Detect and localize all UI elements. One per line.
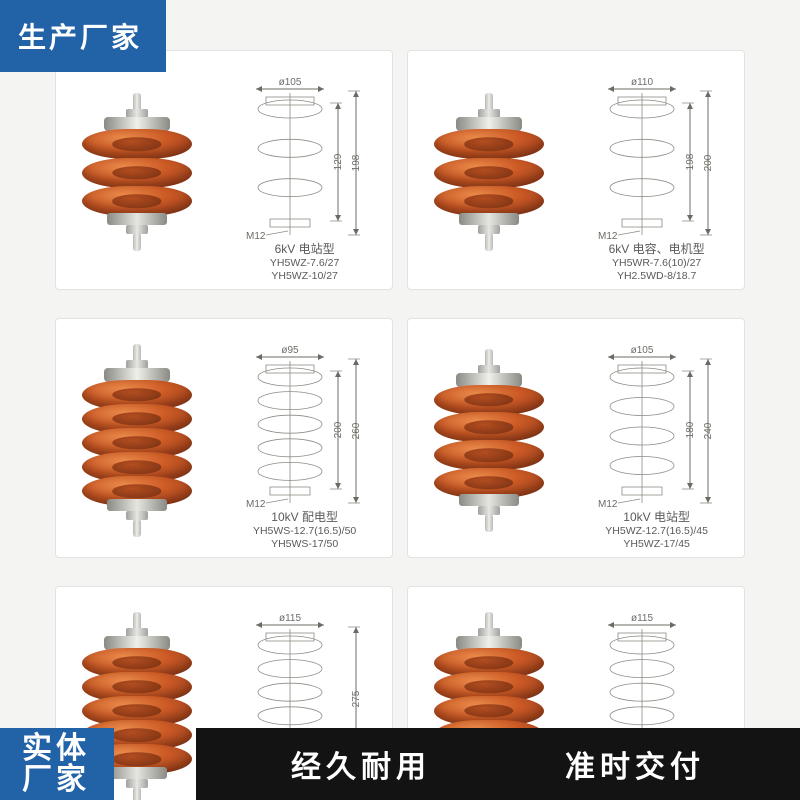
svg-text:200: 200 [703, 154, 714, 171]
svg-text:ø115: ø115 [279, 613, 301, 624]
svg-text:240: 240 [703, 422, 714, 439]
svg-text:ø105: ø105 [278, 77, 301, 88]
strip-text-durable: 经久耐用 [291, 742, 431, 786]
product-cell-10kv-station: ø105 M12 180 240 10kV 电站型 YH5WZ-12.7(16.5)/… [407, 318, 745, 558]
caption-lead: 10kV 电站型 [569, 510, 744, 525]
svg-text:129: 129 [333, 153, 344, 170]
product-diagram: ø105 M12 180 240 10kV 电站型 YH5WZ-12.7(16.5)/… [569, 319, 744, 557]
svg-text:ø95: ø95 [281, 345, 299, 356]
product-cell-6kv-station: ø105 M12 129 198 6kV 电站型 YH5WZ-7.6/27 YH5WZ… [55, 50, 393, 290]
product-cell-10kv-distribution: ø95 M12 200 260 10kV 配电型 YH5WS-12.7(16.5)/5… [55, 318, 393, 558]
caption-line2: YH5WS-17/50 [217, 538, 392, 551]
caption-line2: YH2.5WD-8/18.7 [569, 270, 744, 283]
product-caption: 10kV 电站型 YH5WZ-12.7(16.5)/45 YH5WZ-17/45 [569, 510, 744, 551]
svg-text:260: 260 [351, 422, 362, 439]
product-caption: 6kV 电站型 YH5WZ-7.6/27 YH5WZ-10/27 [217, 242, 392, 283]
caption-lead: 6kV 电站型 [217, 242, 392, 257]
caption-line1: YH5WZ-12.7(16.5)/45 [569, 525, 744, 538]
svg-text:ø115: ø115 [631, 613, 653, 624]
product-caption: 10kV 配电型 YH5WS-12.7(16.5)/50 YH5WS-17/50 [217, 510, 392, 551]
caption-line1: YH5WS-12.7(16.5)/50 [217, 525, 392, 538]
product-diagram: ø105 M12 129 198 6kV 电站型 YH5WZ-7.6/27 YH5WZ… [217, 51, 392, 289]
product-caption: 6kV 电容、电机型 YH5WR-7.6(10)/27 YH2.5WD-8/18… [569, 242, 744, 283]
caption-line1: YH5WZ-7.6/27 [217, 257, 392, 270]
caption-line2: YH5WZ-17/45 [569, 538, 744, 551]
svg-text:ø110: ø110 [631, 77, 653, 88]
product-photo [56, 51, 217, 289]
badge-factory: 实体 厂家 [0, 728, 114, 800]
svg-text:ø105: ø105 [630, 345, 653, 356]
svg-text:M12: M12 [246, 499, 266, 510]
product-cell-6kv-capacitor: ø110 M12 198 200 6kV 电容、电机型 YH5WR-7.6(10)/2… [407, 50, 745, 290]
product-diagram: ø95 M12 200 260 10kV 配电型 YH5WS-12.7(16.5)/5… [217, 319, 392, 557]
caption-lead: 10kV 配电型 [217, 510, 392, 525]
badge-factory-text: 实体 厂家 [22, 733, 90, 796]
product-photo [408, 319, 569, 557]
svg-text:198: 198 [351, 154, 362, 171]
product-photo [408, 51, 569, 289]
caption-lead: 6kV 电容、电机型 [569, 242, 744, 257]
svg-text:M12: M12 [246, 231, 266, 242]
svg-text:275: 275 [351, 690, 362, 707]
svg-text:200: 200 [333, 421, 344, 438]
caption-line1: YH5WR-7.6(10)/27 [569, 257, 744, 270]
svg-text:180: 180 [685, 421, 696, 438]
caption-line2: YH5WZ-10/27 [217, 270, 392, 283]
svg-text:M12: M12 [598, 231, 618, 242]
svg-text:M12: M12 [598, 499, 618, 510]
strip-text-ontime: 准时交付 [565, 742, 705, 786]
svg-text:198: 198 [685, 153, 696, 170]
product-photo [56, 319, 217, 557]
catalog-row: ø95 M12 200 260 10kV 配电型 YH5WS-12.7(16.5)/5… [55, 318, 745, 558]
bottom-strip: 经久耐用 准时交付 [196, 728, 800, 800]
badge-manufacturer: 生产厂家 [0, 0, 166, 72]
product-diagram: ø110 M12 198 200 6kV 电容、电机型 YH5WR-7.6(10)/2… [569, 51, 744, 289]
catalog-row: ø105 M12 129 198 6kV 电站型 YH5WZ-7.6/27 YH5WZ… [55, 50, 745, 290]
catalog-page: ø105 M12 129 198 6kV 电站型 YH5WZ-7.6/27 YH5WZ… [0, 0, 800, 800]
